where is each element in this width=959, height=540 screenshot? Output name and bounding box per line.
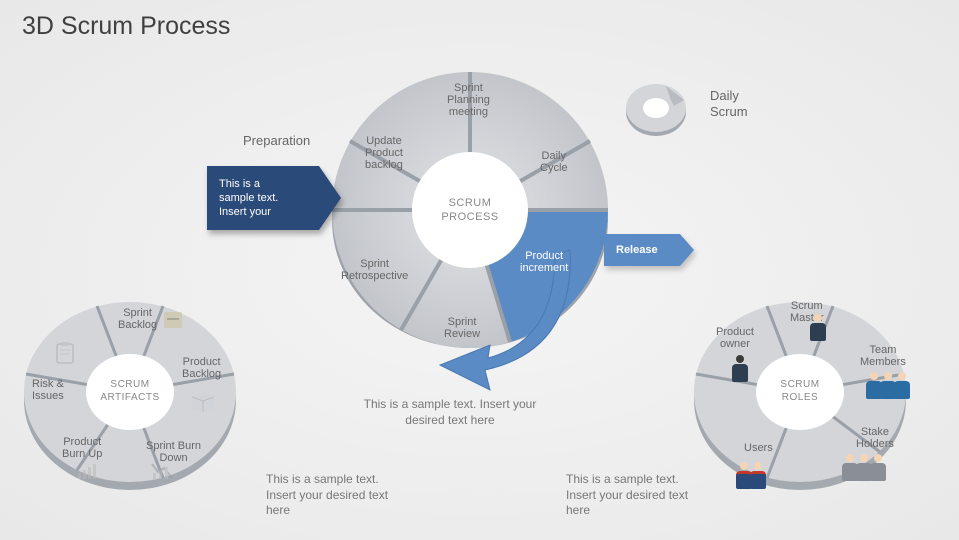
release-label: Release xyxy=(616,243,658,257)
product-owner-icon xyxy=(730,355,750,382)
daily-scrum-ring xyxy=(620,78,698,132)
roles-center: SCRUM ROLES xyxy=(762,360,838,422)
stake-holders-icon xyxy=(846,454,888,481)
users-icon xyxy=(740,462,768,489)
team-members-icon xyxy=(870,372,912,399)
preparation-body: This is a sample text. Insert your xyxy=(219,177,278,220)
artifacts-caption: This is a sample text. Insert your desir… xyxy=(266,472,388,519)
burndown-chart-icon xyxy=(150,462,174,480)
release-arrow: Release xyxy=(604,234,680,266)
daily-scrum-label: Daily Scrum xyxy=(710,88,748,119)
artifacts-center: SCRUM ARTIFACTS xyxy=(92,360,168,422)
page-title: 3D Scrum Process xyxy=(22,12,230,41)
story-card-icon xyxy=(164,312,182,328)
box-icon xyxy=(192,392,214,412)
main-ring-center: SCRUM PROCESS xyxy=(426,166,514,254)
preparation-arrow: This is a sample text. Insert your xyxy=(207,166,319,230)
burnup-chart-icon xyxy=(76,462,100,480)
main-caption: This is a sample text. Insert your desir… xyxy=(320,397,580,428)
preparation-heading: Preparation xyxy=(243,133,310,148)
clipboard-icon xyxy=(56,342,74,364)
roles-caption: This is a sample text. Insert your desir… xyxy=(566,472,688,519)
scrum-master-icon xyxy=(808,314,828,341)
